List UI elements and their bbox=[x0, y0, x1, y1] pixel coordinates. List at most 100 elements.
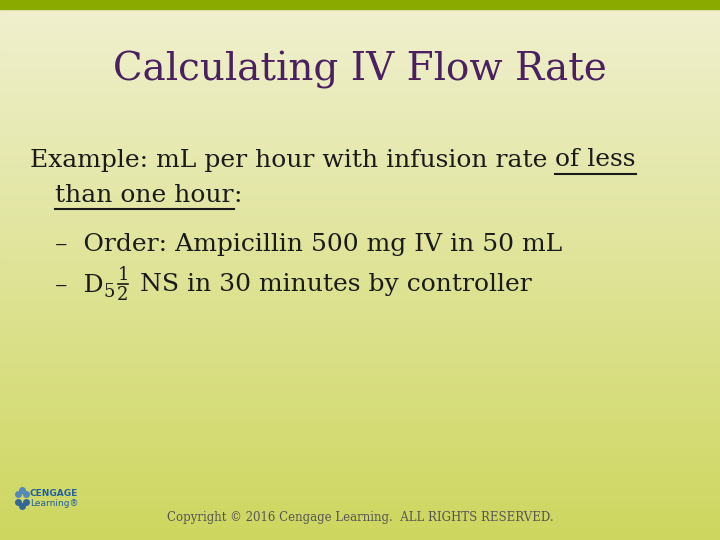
Bar bbox=[0, 94, 720, 97]
Bar bbox=[0, 418, 720, 421]
Bar bbox=[0, 483, 720, 486]
Bar bbox=[0, 246, 720, 248]
Bar bbox=[0, 111, 720, 113]
Bar bbox=[0, 92, 720, 94]
Bar bbox=[0, 489, 720, 491]
Bar bbox=[0, 478, 720, 481]
Bar bbox=[0, 343, 720, 346]
Bar bbox=[0, 381, 720, 383]
Bar bbox=[0, 173, 720, 176]
Bar bbox=[0, 105, 720, 108]
Bar bbox=[0, 356, 720, 359]
Text: CENGAGE: CENGAGE bbox=[30, 489, 78, 498]
Bar bbox=[0, 448, 720, 451]
Bar bbox=[0, 289, 720, 292]
Bar bbox=[0, 281, 720, 284]
Bar bbox=[0, 435, 720, 437]
Bar bbox=[0, 470, 720, 472]
Bar bbox=[0, 235, 720, 238]
Text: 5: 5 bbox=[104, 283, 115, 301]
Bar bbox=[0, 216, 720, 219]
Bar bbox=[0, 68, 720, 70]
Bar bbox=[0, 362, 720, 364]
Bar bbox=[0, 124, 720, 127]
Bar bbox=[0, 421, 720, 424]
Bar bbox=[0, 397, 720, 400]
Bar bbox=[0, 54, 720, 57]
Text: 2: 2 bbox=[117, 286, 129, 304]
Bar bbox=[0, 265, 720, 267]
Bar bbox=[0, 119, 720, 122]
Bar bbox=[0, 113, 720, 116]
Bar bbox=[0, 535, 720, 537]
Bar bbox=[0, 413, 720, 416]
Bar bbox=[0, 510, 720, 513]
Bar bbox=[0, 300, 720, 302]
Bar bbox=[0, 502, 720, 505]
Text: –  Order: Ampicillin 500 mg IV in 50 mL: – Order: Ampicillin 500 mg IV in 50 mL bbox=[55, 233, 562, 256]
Bar bbox=[0, 500, 720, 502]
Bar bbox=[0, 278, 720, 281]
Bar bbox=[0, 321, 720, 324]
Bar bbox=[0, 270, 720, 273]
Bar bbox=[0, 394, 720, 397]
Bar bbox=[0, 57, 720, 59]
Bar bbox=[0, 186, 720, 189]
Bar bbox=[0, 292, 720, 294]
Bar bbox=[0, 529, 720, 532]
Bar bbox=[0, 308, 720, 310]
Bar bbox=[0, 475, 720, 478]
Bar bbox=[0, 184, 720, 186]
Bar bbox=[0, 267, 720, 270]
Bar bbox=[0, 62, 720, 65]
Bar bbox=[0, 100, 720, 103]
Bar bbox=[0, 30, 720, 32]
Bar bbox=[0, 46, 720, 49]
Bar bbox=[0, 532, 720, 535]
Bar bbox=[0, 262, 720, 265]
Bar bbox=[0, 14, 720, 16]
Bar bbox=[0, 472, 720, 475]
Bar bbox=[0, 327, 720, 329]
Bar bbox=[0, 305, 720, 308]
Bar bbox=[0, 5, 720, 8]
Bar bbox=[0, 429, 720, 432]
Bar bbox=[0, 537, 720, 540]
Bar bbox=[0, 24, 720, 27]
Bar bbox=[0, 11, 720, 14]
Bar bbox=[0, 354, 720, 356]
Bar bbox=[0, 324, 720, 327]
Bar bbox=[0, 3, 720, 5]
Bar bbox=[0, 38, 720, 40]
Bar bbox=[0, 405, 720, 408]
Bar bbox=[0, 454, 720, 456]
Bar bbox=[0, 19, 720, 22]
Bar bbox=[0, 138, 720, 140]
Bar bbox=[0, 254, 720, 256]
Bar bbox=[0, 154, 720, 157]
Bar bbox=[0, 32, 720, 35]
Bar bbox=[0, 205, 720, 208]
Bar bbox=[0, 65, 720, 68]
Bar bbox=[0, 148, 720, 151]
Bar bbox=[0, 116, 720, 119]
Bar bbox=[0, 351, 720, 354]
Bar bbox=[0, 348, 720, 351]
Bar bbox=[0, 16, 720, 19]
Bar bbox=[0, 437, 720, 440]
Bar bbox=[0, 70, 720, 73]
Bar bbox=[0, 78, 720, 81]
Bar bbox=[0, 0, 720, 3]
Bar bbox=[0, 97, 720, 100]
Bar bbox=[0, 464, 720, 467]
Bar bbox=[0, 240, 720, 243]
Bar bbox=[0, 189, 720, 192]
Bar bbox=[0, 367, 720, 370]
Bar bbox=[0, 135, 720, 138]
Bar bbox=[0, 159, 720, 162]
Bar bbox=[0, 462, 720, 464]
Bar bbox=[0, 402, 720, 405]
Bar bbox=[0, 22, 720, 24]
Text: Copyright © 2016 Cengage Learning.  ALL RIGHTS RESERVED.: Copyright © 2016 Cengage Learning. ALL R… bbox=[167, 511, 553, 524]
Bar bbox=[0, 127, 720, 130]
